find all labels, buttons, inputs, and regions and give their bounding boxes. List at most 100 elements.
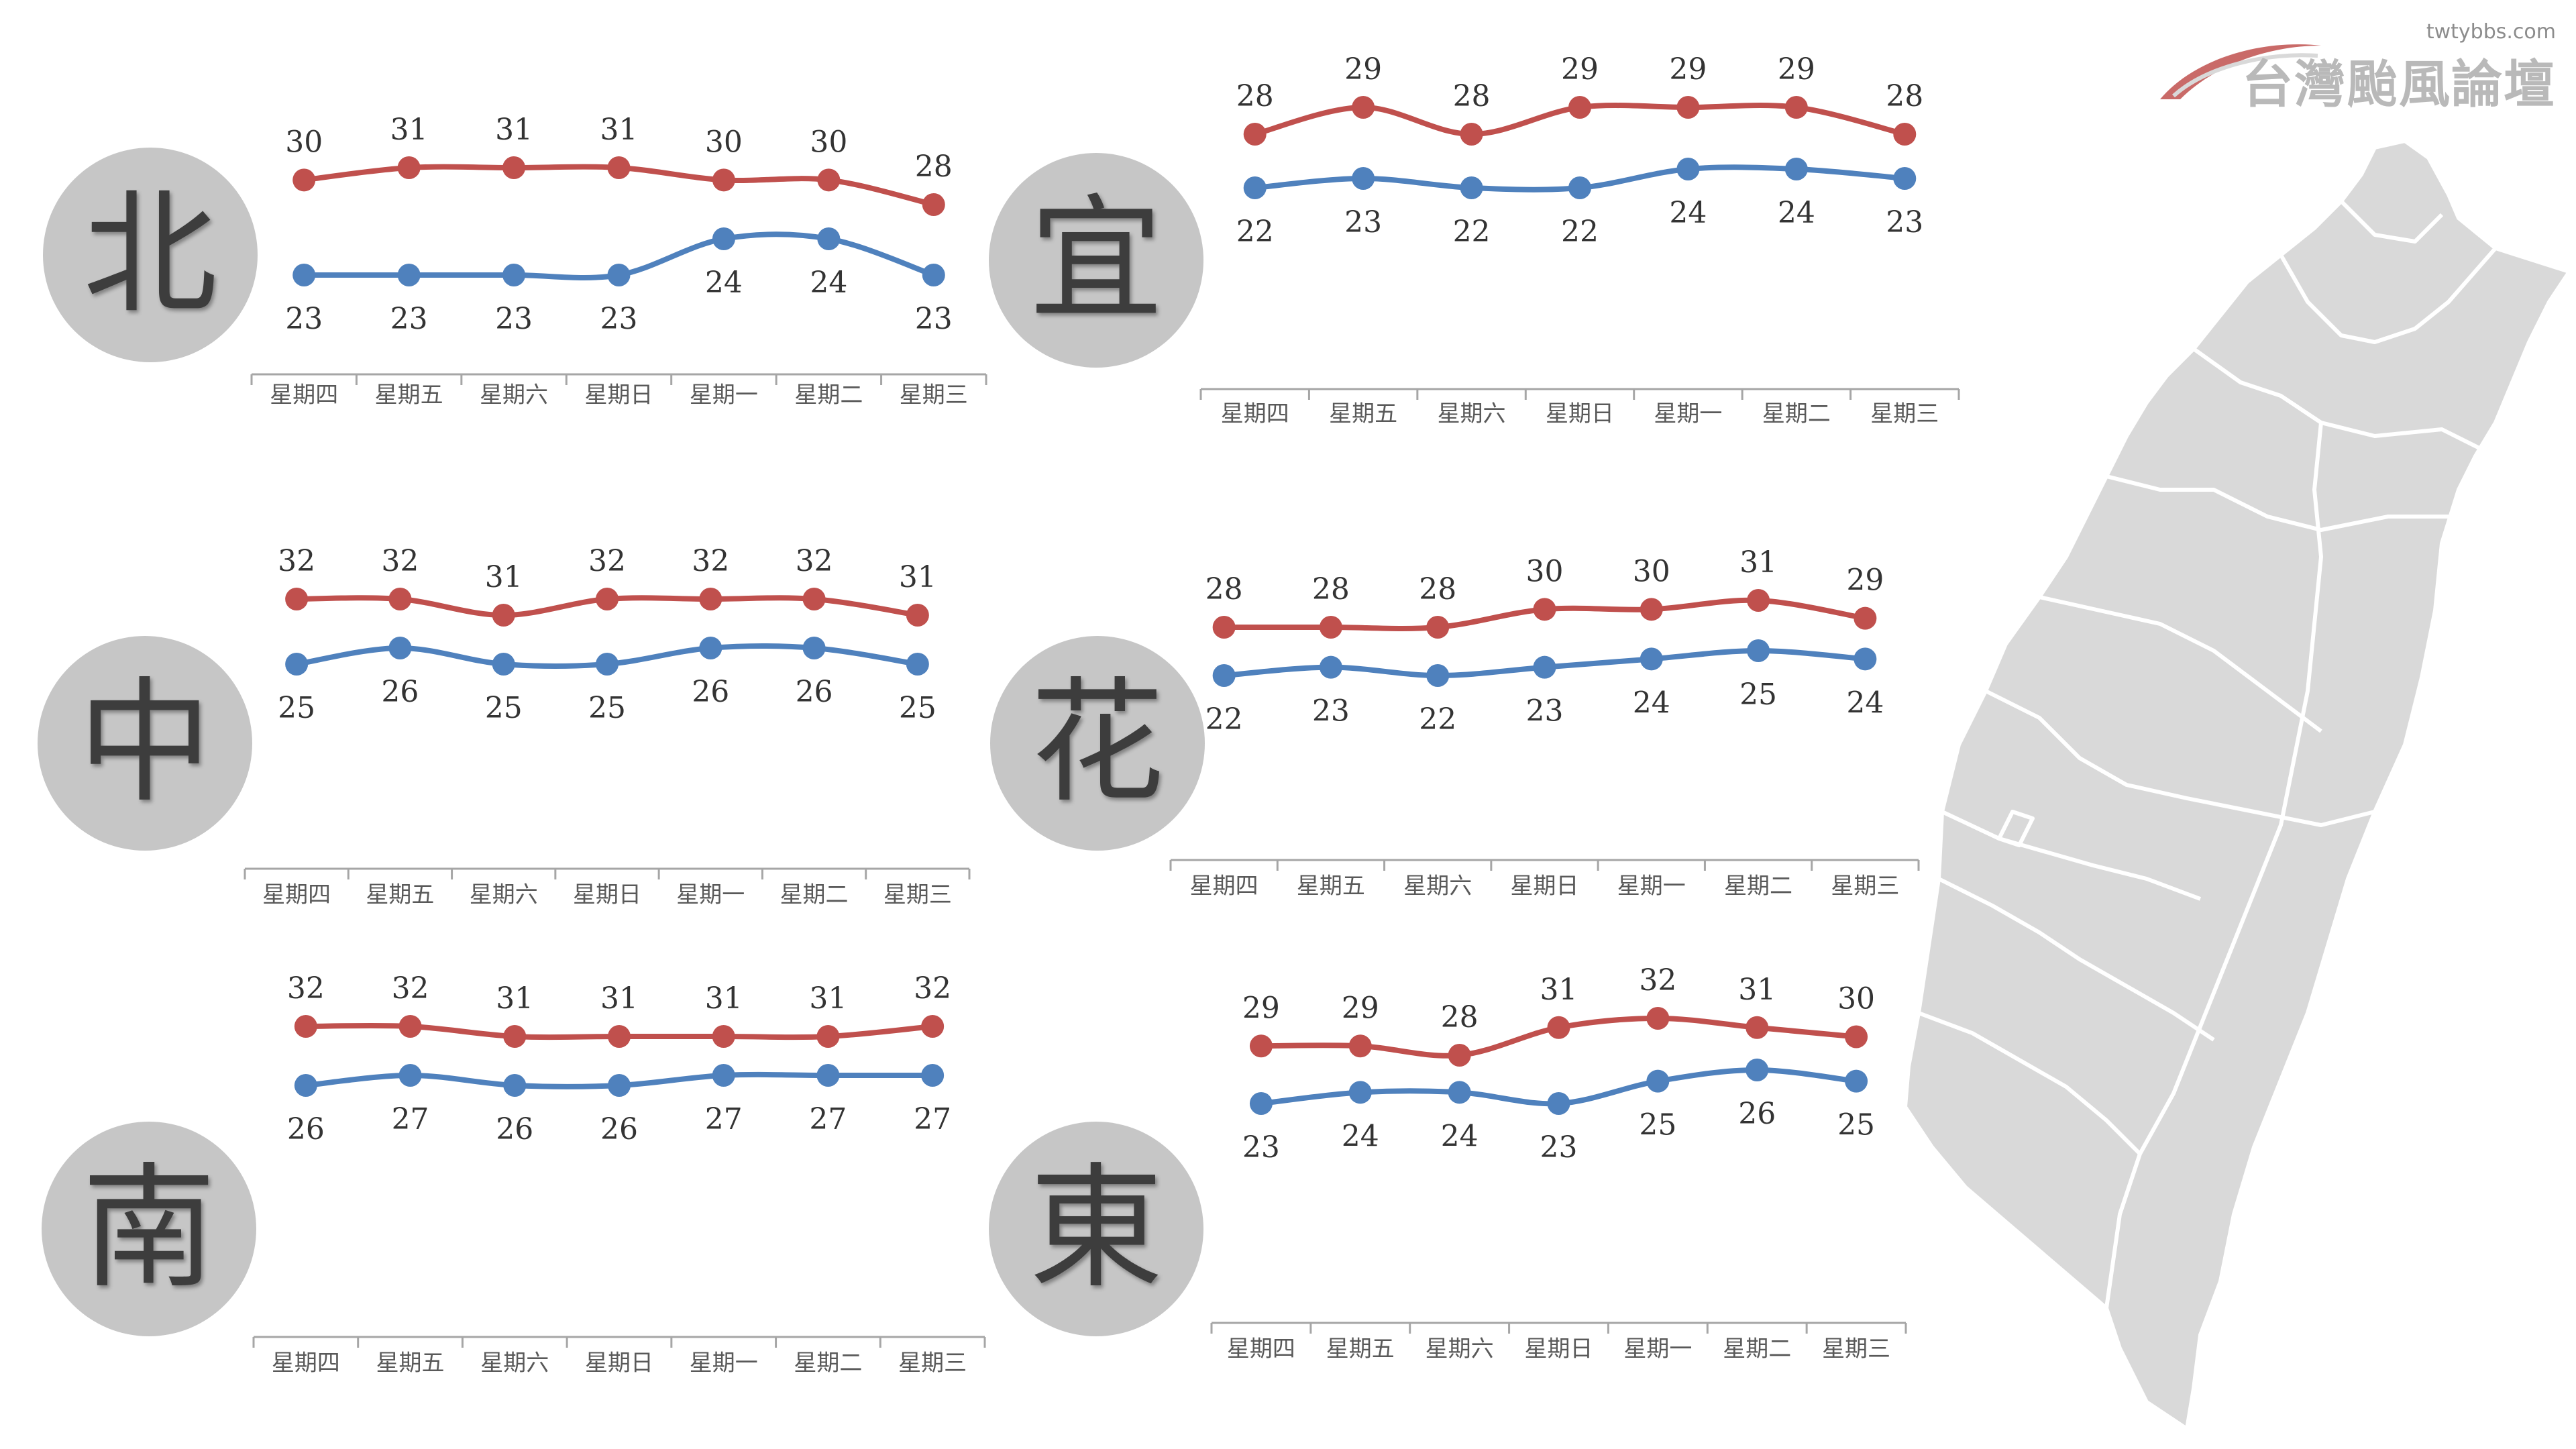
low-temp-point (712, 1064, 735, 1087)
high-temp-label: 32 (278, 544, 315, 578)
high-temp-point (1348, 1034, 1372, 1058)
high-temp-label: 32 (1639, 963, 1676, 998)
high-temp-point (398, 1015, 422, 1038)
high-temp-label: 29 (1846, 564, 1884, 598)
x-tick-label: 星期三 (883, 881, 952, 908)
high-temp-label: 32 (796, 544, 833, 578)
high-temp-point (1352, 96, 1375, 119)
low-temp-label: 22 (1561, 215, 1599, 249)
high-temp-label: 28 (1236, 79, 1274, 113)
logo-text: 台灣颱風論壇 (2242, 54, 2556, 114)
high-temp-point (1845, 1025, 1868, 1049)
high-temp-label: 29 (1561, 52, 1599, 87)
low-temp-point (1746, 1059, 1769, 1081)
region-label-east: 東 (1028, 1150, 1163, 1307)
x-tick-label: 星期四 (270, 382, 338, 409)
high-temp-label: 30 (285, 125, 323, 159)
high-temp-point (492, 604, 515, 627)
x-tick-label: 星期六 (470, 881, 538, 908)
high-temp-point (1460, 123, 1483, 146)
x-tick-label: 星期六 (480, 1350, 549, 1377)
high-temp-point (1547, 1016, 1570, 1039)
x-tick-label: 星期四 (272, 1350, 340, 1377)
high-temp-label: 30 (1633, 554, 1670, 588)
low-temp-point (503, 1074, 527, 1097)
low-temp-point (816, 1064, 840, 1087)
high-temp-label: 31 (496, 981, 533, 1016)
low-temp-point (397, 264, 421, 286)
x-tick-label: 星期四 (1221, 400, 1289, 427)
x-tick-label: 星期二 (794, 382, 863, 409)
high-temp-label: 30 (810, 125, 847, 159)
x-tick-label: 星期六 (1426, 1336, 1494, 1362)
high-temp-label: 29 (1669, 52, 1707, 87)
low-temp-label: 23 (1242, 1130, 1280, 1165)
low-temp-label: 23 (1344, 205, 1382, 239)
low-temp-label: 24 (1778, 196, 1815, 230)
low-temp-label: 26 (600, 1112, 638, 1146)
high-temp-point (285, 588, 309, 610)
x-tick-label: 星期五 (1326, 1336, 1395, 1362)
high-temp-label: 31 (1739, 545, 1777, 580)
high-temp-label: 28 (1205, 572, 1243, 606)
county-borders (1917, 199, 2498, 1309)
x-tick-label: 星期日 (573, 881, 641, 908)
x-tick-label: 星期日 (1546, 400, 1614, 427)
low-temp-point (1547, 1092, 1570, 1115)
x-tick-label: 星期二 (794, 1350, 862, 1377)
chart-north: 星期四 星期五 星期六 星期日 星期一 星期二 星期三 30 31 31 31 30 30 28 23 23 2… (250, 113, 987, 409)
high-temp-point (1212, 616, 1236, 639)
low-temp-label: 27 (392, 1102, 429, 1136)
low-temp-point (1448, 1081, 1471, 1104)
low-temp-label: 23 (1886, 205, 1923, 239)
high-temp-point (817, 168, 841, 192)
high-temp-point (1646, 1007, 1670, 1030)
high-temp-label: 28 (915, 150, 953, 184)
x-tick-label: 星期日 (585, 1350, 653, 1377)
high-temp-point (607, 156, 631, 179)
x-tick-label: 星期三 (1822, 1336, 1890, 1362)
x-tick-label: 星期二 (1724, 873, 1792, 900)
high-temp-point (906, 604, 929, 627)
low-temp-point (1676, 158, 1700, 180)
region-label-north: 北 (83, 176, 217, 333)
x-tick-label: 星期五 (366, 881, 434, 908)
x-tick-label: 星期五 (1297, 873, 1365, 900)
low-temp-point (802, 637, 826, 659)
high-temp-point (503, 1025, 527, 1048)
low-temp-point (398, 1064, 422, 1087)
chart-east: 星期四 星期五 星期六 星期日 星期一 星期二 星期三 29 29 28 31 32 31 30 23 24 2… (1210, 963, 1907, 1362)
high-temp-point (397, 156, 421, 179)
low-temp-label: 22 (1419, 702, 1456, 737)
region-badge-east: 東 (989, 1122, 1203, 1336)
region-label-yilan: 宜 (1028, 182, 1163, 338)
low-temp-point (1640, 647, 1663, 671)
low-temp-point (1243, 176, 1267, 199)
region-badge-south: 南 (42, 1122, 256, 1336)
region-label-south: 南 (81, 1150, 216, 1307)
low-temp-point (1348, 1081, 1372, 1104)
x-tick-label: 星期三 (1870, 400, 1939, 427)
high-temp-label: 32 (287, 971, 325, 1006)
high-temp-point (699, 588, 722, 610)
low-temp-point (1319, 655, 1342, 679)
low-temp-point (1460, 176, 1483, 199)
low-temp-point (699, 637, 722, 659)
high-temp-point (1319, 616, 1342, 639)
region-label-hualien: 花 (1030, 665, 1165, 821)
low-temp-label: 25 (1639, 1108, 1676, 1142)
region-badge-hualien: 花 (990, 636, 1205, 851)
high-temp-label: 31 (390, 113, 428, 147)
low-temp-label: 26 (796, 675, 833, 709)
high-temp-label: 30 (1526, 554, 1564, 588)
low-temp-label: 26 (692, 675, 729, 709)
high-temp-label: 31 (1738, 973, 1776, 1007)
x-tick-label: 星期一 (690, 382, 758, 409)
low-temp-label: 27 (705, 1102, 743, 1136)
low-temp-point (388, 637, 412, 659)
x-tick-label: 星期二 (1723, 1336, 1791, 1362)
high-temp-point (1640, 598, 1663, 621)
region-badge-yilan: 宜 (989, 153, 1203, 368)
high-temp-point (1249, 1034, 1273, 1058)
low-temp-label: 22 (1205, 702, 1243, 737)
